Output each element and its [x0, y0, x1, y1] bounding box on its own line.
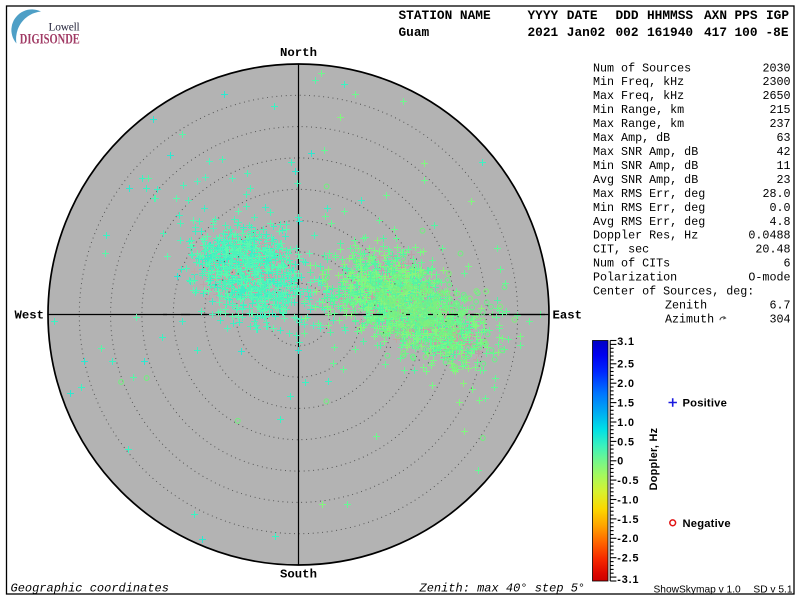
svg-text:Guam: Guam — [399, 25, 430, 40]
svg-text:20.48: 20.48 — [755, 243, 790, 257]
svg-text:-0.5: -0.5 — [617, 475, 639, 487]
svg-text:237: 237 — [769, 117, 790, 131]
svg-text:2021: 2021 — [528, 25, 559, 40]
svg-text:SD v 5.1: SD v 5.1 — [753, 584, 792, 595]
svg-text:IGP: IGP — [766, 8, 789, 23]
svg-text:Lowell: Lowell — [49, 22, 80, 34]
svg-text:Num of Sources: Num of Sources — [593, 61, 691, 75]
svg-text:63: 63 — [776, 131, 790, 145]
svg-text:ShowSkymap v 1.0: ShowSkymap v 1.0 — [654, 584, 742, 595]
svg-text:417: 417 — [704, 25, 727, 40]
svg-text:Max SNR Amp, dB: Max SNR Amp, dB — [593, 145, 698, 159]
svg-text:2.0: 2.0 — [617, 378, 635, 390]
svg-text:6.7: 6.7 — [769, 298, 790, 312]
svg-text:STATION NAME: STATION NAME — [399, 8, 491, 23]
svg-text:2650: 2650 — [762, 89, 790, 103]
svg-text:1.0: 1.0 — [617, 417, 635, 429]
svg-text:Max Range, km: Max Range, km — [593, 117, 684, 131]
svg-text:6: 6 — [783, 257, 790, 271]
svg-text:Azimuth: Azimuth — [665, 312, 714, 326]
svg-text:Positive: Positive — [683, 398, 728, 410]
svg-text:Geographic coordinates: Geographic coordinates — [11, 582, 169, 596]
svg-text:West: West — [14, 308, 44, 322]
svg-text:4.8: 4.8 — [769, 215, 790, 229]
svg-text:23: 23 — [776, 173, 790, 187]
svg-text:O-mode: O-mode — [748, 271, 790, 285]
svg-text:0: 0 — [617, 456, 624, 468]
svg-text:Min Freq, kHz: Min Freq, kHz — [593, 75, 684, 89]
svg-text:0.0: 0.0 — [769, 201, 790, 215]
svg-text:Avg RMS Err, deg: Avg RMS Err, deg — [593, 215, 705, 229]
svg-text:0.0488: 0.0488 — [748, 229, 790, 243]
svg-text:Max Freq, kHz: Max Freq, kHz — [593, 89, 684, 103]
svg-text:North: North — [280, 46, 317, 60]
svg-text:YYYY: YYYY — [528, 8, 559, 23]
svg-text:Min SNR Amp, dB: Min SNR Amp, dB — [593, 159, 698, 173]
svg-text:-3.1: -3.1 — [617, 574, 639, 586]
svg-text:-1.0: -1.0 — [617, 494, 639, 506]
svg-text:Doppler Res, Hz: Doppler Res, Hz — [593, 229, 698, 243]
svg-text:1.5: 1.5 — [617, 398, 635, 410]
svg-text:0.5: 0.5 — [617, 436, 635, 448]
svg-text:Center of Sources, deg:: Center of Sources, deg: — [593, 285, 754, 299]
svg-text:100: 100 — [735, 25, 758, 40]
svg-text:11: 11 — [776, 159, 790, 173]
svg-text:AXN: AXN — [704, 8, 727, 23]
svg-text:East: East — [553, 308, 583, 322]
svg-text:Num of CITs: Num of CITs — [593, 257, 670, 271]
svg-text:215: 215 — [769, 103, 790, 117]
svg-text:002: 002 — [616, 25, 639, 40]
svg-text:-2.0: -2.0 — [617, 533, 639, 545]
svg-text:-1.5: -1.5 — [617, 514, 639, 526]
svg-text:South: South — [280, 568, 317, 582]
svg-text:3.1: 3.1 — [617, 336, 635, 348]
svg-text:Min Range, km: Min Range, km — [593, 103, 684, 117]
svg-text:2030: 2030 — [762, 61, 790, 75]
svg-text:Zenith: max 40° step 5°: Zenith: max 40° step 5° — [419, 582, 586, 596]
svg-text:Max Amp, dB: Max Amp, dB — [593, 131, 670, 145]
svg-text:Zenith: Zenith — [665, 298, 707, 312]
svg-text:-2.5: -2.5 — [617, 553, 639, 565]
svg-text:HHMMSS: HHMMSS — [647, 8, 693, 23]
svg-text:-8E: -8E — [766, 25, 789, 40]
svg-text:Avg SNR Amp, dB: Avg SNR Amp, dB — [593, 173, 698, 187]
svg-text:Polarization: Polarization — [593, 271, 677, 285]
svg-text:304: 304 — [769, 312, 790, 326]
svg-text:Negative: Negative — [683, 518, 731, 530]
svg-text:Jan02: Jan02 — [567, 25, 605, 40]
svg-text:28.0: 28.0 — [762, 187, 790, 201]
svg-text:161940: 161940 — [647, 25, 693, 40]
svg-text:Doppler, Hz: Doppler, Hz — [648, 427, 660, 490]
svg-text:DATE: DATE — [567, 8, 598, 23]
svg-text:2.5: 2.5 — [617, 359, 635, 371]
svg-text:DIGISONDE: DIGISONDE — [20, 32, 80, 48]
svg-text:Min RMS Err, deg: Min RMS Err, deg — [593, 201, 705, 215]
svg-text:42: 42 — [776, 145, 790, 159]
svg-text:DDD: DDD — [616, 8, 639, 23]
svg-text:CIT, sec: CIT, sec — [593, 243, 649, 257]
svg-text:2300: 2300 — [762, 75, 790, 89]
svg-text:Max RMS Err, deg: Max RMS Err, deg — [593, 187, 705, 201]
svg-text:PPS: PPS — [735, 8, 758, 23]
